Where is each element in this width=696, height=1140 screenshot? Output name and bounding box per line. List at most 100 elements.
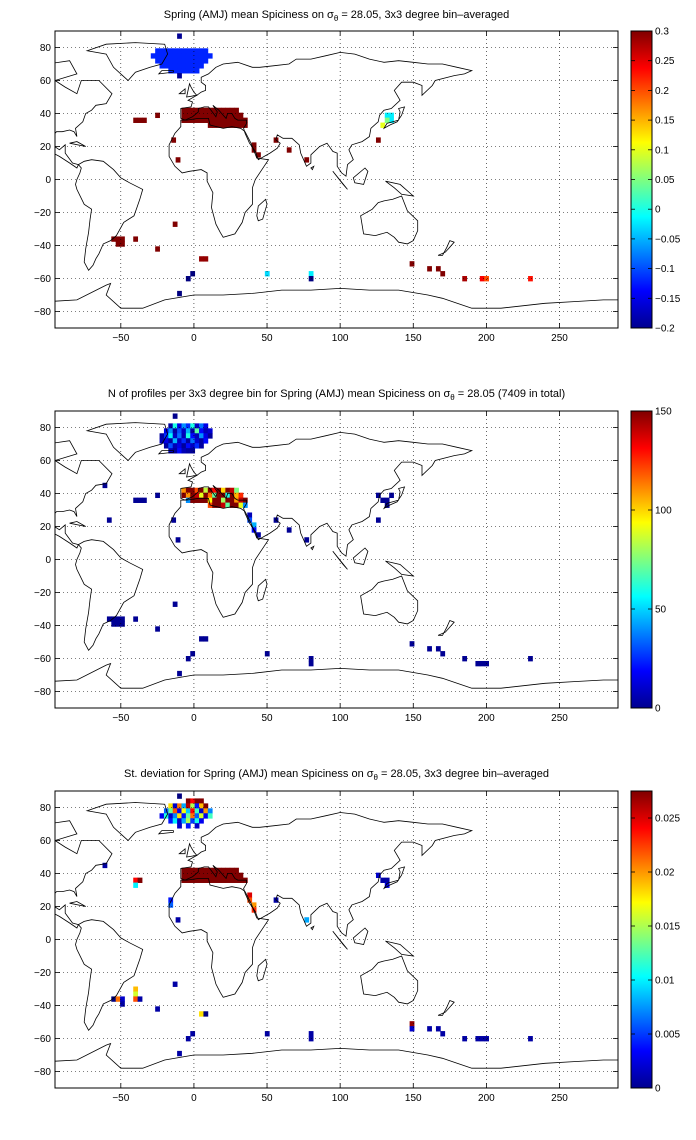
heatmap-cell — [475, 1036, 481, 1042]
y-tick-label: −40 — [34, 621, 51, 632]
heatmap-cell — [177, 803, 182, 809]
heatmap-cell — [185, 497, 191, 503]
heatmap-cell — [190, 651, 196, 657]
heatmap-cell — [120, 621, 125, 627]
heatmap-cell — [247, 512, 253, 518]
heatmap-cell — [225, 492, 231, 499]
coastline — [69, 141, 86, 147]
heatmap-cell — [286, 527, 292, 533]
heatmap-cell — [199, 803, 204, 809]
heatmap-cell — [190, 107, 196, 114]
heatmap-cell — [185, 443, 191, 449]
heatmap-cell — [194, 872, 200, 879]
colorbar-tick-label: 0.025 — [655, 814, 680, 825]
heatmap-cell — [133, 996, 139, 1002]
heatmap-cell — [203, 813, 209, 819]
heatmap-cell — [177, 423, 182, 429]
y-tick-label: −80 — [34, 1067, 51, 1078]
heatmap-cell — [177, 670, 182, 677]
heatmap-cell — [190, 58, 196, 64]
heatmap-cell — [225, 867, 231, 874]
x-tick-label: 150 — [405, 1093, 422, 1104]
heatmap-cell — [133, 986, 139, 992]
heatmap-cell — [181, 107, 187, 114]
heatmap-cell — [190, 803, 196, 809]
heatmap-cell — [389, 117, 394, 123]
heatmap-cell — [440, 1031, 446, 1037]
heatmap-cell — [137, 877, 143, 883]
heatmap-cell — [229, 497, 235, 503]
heatmap-cell — [155, 626, 160, 632]
heatmap-cell — [216, 117, 222, 123]
heatmap-cell — [203, 48, 209, 54]
heatmap-cell — [190, 443, 196, 449]
heatmap-cell — [199, 877, 204, 883]
y-tick-label: −20 — [34, 208, 51, 219]
colorbar — [630, 790, 653, 1089]
heatmap-cell — [194, 808, 200, 814]
heatmap-cell — [220, 122, 226, 128]
heatmap-cell — [194, 63, 200, 69]
heatmap-cell — [168, 813, 174, 819]
heatmap-cell — [238, 502, 244, 508]
heatmap-cell — [389, 112, 394, 119]
heatmap-cell — [133, 877, 139, 883]
colorbar-tick-label: 100 — [655, 506, 672, 517]
chart-panel-2: −50 0 50 100 150 200 250806040200−20−40−60−80N… — [34, 388, 672, 724]
heatmap-cell — [172, 808, 178, 814]
heatmap-cell — [172, 423, 178, 429]
heatmap-cell — [159, 63, 165, 69]
y-tick-label: 20 — [40, 902, 52, 913]
heatmap-cell — [475, 660, 481, 667]
chart-title-main: N of profiles per 3x3 degree bin for Spr… — [108, 388, 451, 400]
heatmap-cell — [190, 487, 196, 494]
heatmap-cell — [225, 487, 231, 494]
heatmap-cell — [375, 137, 381, 143]
heatmap-cell — [203, 107, 209, 114]
colorbar-tick-label: 0.005 — [655, 1030, 680, 1041]
heatmap-cell — [168, 818, 174, 824]
heatmap-cell — [155, 58, 160, 64]
chart-title: Spring (AMJ) mean Spiciness on σθ = 28.0… — [164, 9, 509, 23]
heatmap-cell — [207, 813, 213, 819]
colorbar-tick-label: 0.3 — [655, 27, 669, 38]
x-tick-label: 200 — [478, 333, 495, 344]
coastline — [55, 60, 113, 169]
heatmap-cell — [199, 433, 204, 439]
coastline — [382, 866, 406, 890]
heatmap-cell — [220, 877, 226, 883]
heatmap-cell — [207, 487, 213, 494]
heatmap-cell — [171, 517, 177, 523]
heatmap-cell — [304, 537, 310, 543]
heatmap-cell — [177, 448, 182, 454]
heatmap-cell — [155, 112, 160, 119]
coastline — [360, 195, 419, 245]
heatmap-cell — [177, 433, 182, 439]
coastline — [256, 198, 268, 222]
heatmap-cell — [159, 53, 165, 59]
heatmap-cell — [203, 58, 209, 64]
heatmap-cell — [181, 867, 187, 874]
y-tick-label: 40 — [40, 869, 52, 880]
heatmap-cell — [194, 433, 200, 439]
heatmap-cell — [216, 502, 222, 508]
heatmap-cell — [155, 48, 160, 54]
y-tick-label: 80 — [40, 423, 52, 434]
heatmap-cell — [435, 266, 441, 272]
coastline — [85, 802, 169, 842]
heatmap-cell — [380, 877, 386, 883]
heatmap-cell — [389, 492, 394, 499]
heatmap-cell — [212, 122, 217, 128]
heatmap-cell — [479, 276, 485, 282]
heatmap-cell — [375, 872, 381, 879]
heatmap-cell — [168, 53, 174, 59]
heatmap-cell — [177, 1050, 182, 1057]
heatmap-cell — [111, 621, 117, 627]
heatmap-cell — [308, 660, 314, 667]
heatmap-cell — [133, 616, 139, 622]
heatmap-cell — [194, 813, 200, 819]
heatmap-cell — [199, 487, 204, 494]
heatmap-cell — [181, 58, 187, 64]
heatmap-cell — [185, 808, 191, 814]
heatmap-cell — [229, 877, 235, 883]
